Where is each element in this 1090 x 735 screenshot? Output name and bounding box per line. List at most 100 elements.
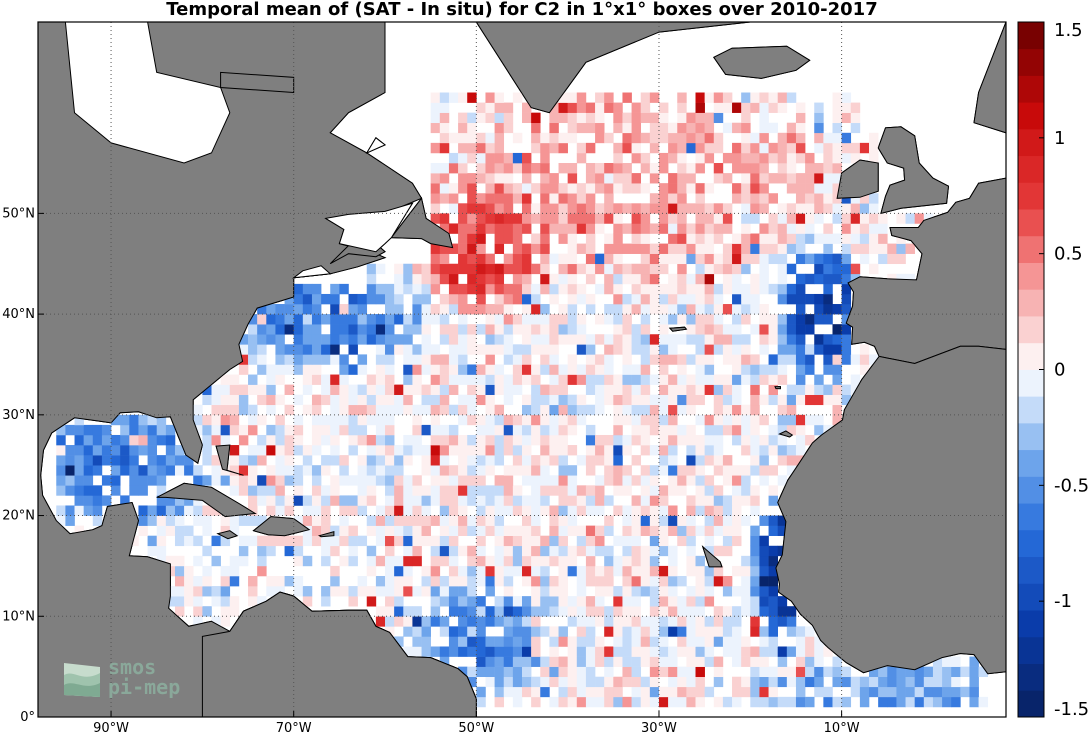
data-cell — [549, 646, 559, 657]
data-cell — [750, 646, 760, 657]
data-cell — [604, 606, 614, 617]
data-cell — [211, 465, 221, 476]
data-cell — [311, 293, 322, 305]
data-cell — [293, 515, 304, 526]
data-cell — [357, 535, 368, 547]
data-cell — [850, 142, 861, 154]
data-cell — [786, 142, 797, 154]
data-cell — [604, 243, 614, 254]
data-cell — [686, 203, 696, 214]
data-cell — [585, 485, 596, 496]
data-cell — [448, 495, 459, 506]
data-cell — [412, 314, 422, 325]
data-cell — [522, 223, 532, 234]
data-cell — [595, 455, 605, 466]
data-cell — [512, 434, 523, 446]
data-cell — [732, 394, 742, 406]
data-cell — [704, 374, 715, 385]
data-cell — [732, 656, 742, 667]
data-cell — [494, 152, 505, 164]
data-cell — [430, 112, 441, 124]
data-cell — [759, 455, 769, 466]
data-cell — [74, 465, 84, 476]
data-cell — [585, 455, 596, 466]
data-cell — [832, 122, 842, 134]
data-cell — [248, 495, 258, 506]
data-cell — [558, 394, 568, 406]
data-cell — [668, 515, 678, 526]
data-cell — [658, 324, 669, 335]
data-cell — [293, 485, 304, 496]
data-cell — [869, 263, 879, 275]
data-cell — [759, 656, 769, 667]
data-cell — [458, 203, 468, 214]
data-cell — [640, 233, 651, 244]
data-cell — [585, 142, 596, 154]
data-cell — [394, 535, 404, 547]
data-cell — [622, 92, 632, 103]
data-cell — [439, 293, 450, 305]
data-cell — [604, 374, 614, 385]
data-cell — [814, 686, 824, 698]
data-cell — [604, 394, 614, 406]
data-cell — [677, 142, 687, 154]
data-cell — [841, 132, 852, 144]
data-cell — [394, 465, 404, 476]
data-cell — [686, 495, 696, 506]
data-cell — [732, 465, 742, 476]
data-cell — [722, 394, 733, 406]
data-cell — [357, 404, 368, 416]
data-cell — [348, 445, 358, 456]
data-cell — [257, 455, 267, 466]
data-cell — [193, 535, 203, 547]
data-cell — [786, 424, 797, 436]
data-cell — [759, 163, 769, 174]
data-cell — [585, 243, 596, 254]
data-cell — [649, 293, 660, 305]
data-cell — [448, 152, 459, 164]
data-cell — [567, 616, 578, 627]
data-cell — [576, 283, 587, 295]
data-cell — [238, 465, 249, 476]
data-cell — [786, 445, 797, 456]
data-cell — [713, 515, 724, 526]
data-cell — [805, 646, 815, 657]
data-cell — [558, 283, 568, 295]
data-cell — [869, 223, 879, 234]
data-cell — [795, 384, 806, 395]
data-cell — [595, 535, 605, 547]
data-cell — [65, 475, 75, 486]
data-cell — [896, 243, 906, 254]
data-cell — [576, 122, 587, 134]
data-cell — [92, 434, 103, 446]
data-cell — [439, 485, 450, 496]
data-cell — [439, 102, 450, 113]
smos-pimep-logo: smos pi-mep — [60, 655, 200, 705]
data-cell — [622, 606, 632, 617]
data-cell — [220, 475, 231, 486]
data-cell — [622, 485, 632, 496]
lat-tick-label: 50°N — [2, 206, 35, 221]
data-cell — [768, 213, 778, 224]
data-cell — [722, 586, 733, 597]
data-cell — [658, 304, 669, 315]
data-cell — [467, 344, 477, 355]
data-cell — [713, 485, 724, 496]
data-cell — [850, 354, 861, 365]
data-cell — [613, 314, 623, 325]
data-cell — [284, 434, 294, 446]
data-cell — [531, 112, 541, 124]
data-cell — [531, 686, 541, 698]
data-cell — [777, 434, 788, 446]
data-cell — [138, 465, 148, 476]
data-cell — [759, 596, 769, 607]
data-cell — [558, 505, 568, 516]
data-cell — [814, 183, 824, 194]
data-cell — [567, 122, 578, 134]
data-cell — [531, 586, 541, 597]
data-cell — [722, 414, 733, 426]
data-cell — [649, 686, 660, 698]
data-cell — [220, 535, 231, 547]
data-cell — [476, 414, 486, 426]
data-cell — [658, 293, 669, 305]
